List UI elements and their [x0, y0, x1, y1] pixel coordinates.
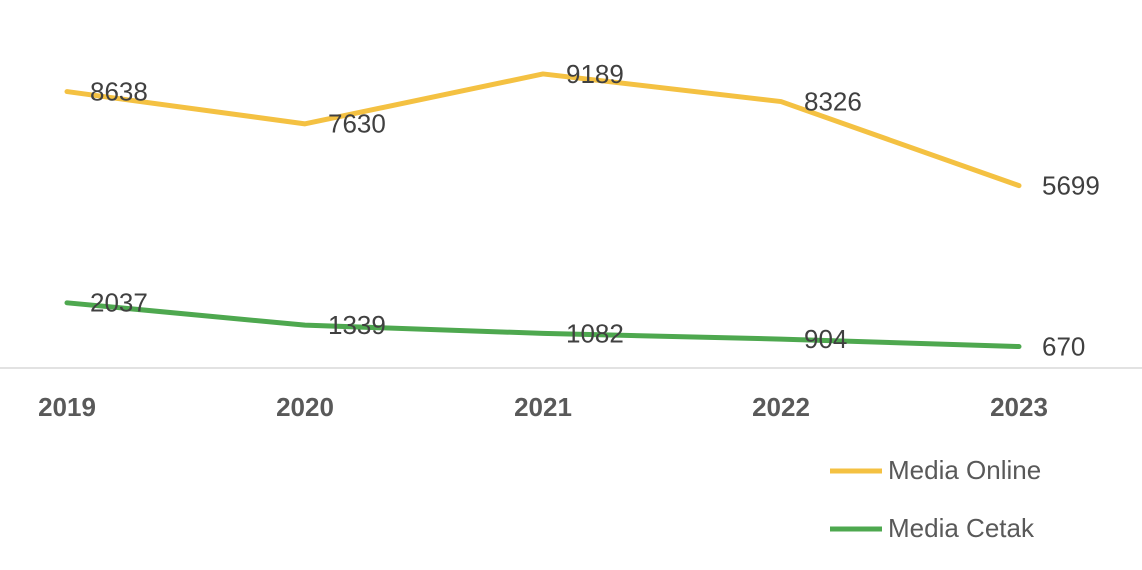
x-tick-label: 2022 [752, 392, 810, 422]
data-label: 9189 [566, 59, 624, 89]
line-series [64, 71, 1022, 189]
data-label: 1082 [566, 318, 624, 348]
data-label: 7630 [328, 109, 386, 139]
data-label: 1339 [328, 310, 386, 340]
x-tick-label: 2023 [990, 392, 1048, 422]
line-series [64, 300, 1022, 350]
data-label: 5699 [1042, 171, 1100, 201]
legend-label: Media Cetak [888, 513, 1035, 543]
x-tick-label: 2021 [514, 392, 572, 422]
data-label: 8638 [90, 76, 148, 106]
data-label: 670 [1042, 331, 1085, 361]
legend-label: Media Online [888, 455, 1041, 485]
data-label: 904 [804, 324, 847, 354]
data-label: 8326 [804, 86, 862, 116]
x-tick-label: 2019 [38, 392, 96, 422]
x-tick-label: 2020 [276, 392, 334, 422]
data-label: 2037 [90, 288, 148, 318]
